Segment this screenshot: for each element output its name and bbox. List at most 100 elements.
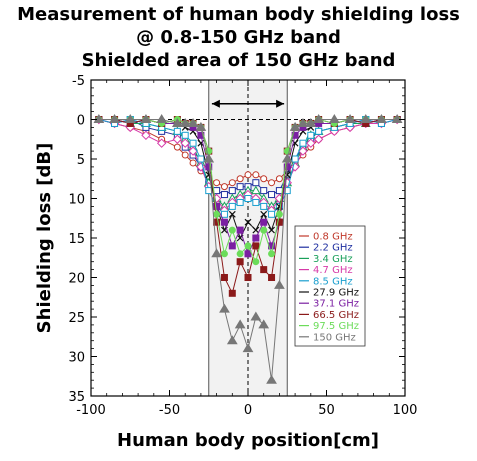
data-point-27-9-ghz [268,226,275,234]
data-point-37-1-ghz [228,242,236,250]
data-point-4-7-ghz [172,134,183,144]
data-point-8-5-ghz [189,139,197,147]
data-point-150-ghz [313,114,325,123]
y-tick-label: 30 [68,351,85,366]
data-point-8-5-ghz [268,210,276,218]
data-point-0-8-ghz [252,171,260,179]
data-point-8-5-ghz [315,127,323,135]
data-point-66-5-ghz [228,289,236,297]
data-point-150-ghz [266,374,277,384]
data-point-97-5-ghz [213,210,221,218]
data-point-0-8-ghz [228,179,236,187]
data-point-2-2-ghz [260,187,268,195]
y-tick-label: 5 [77,153,85,168]
data-point-0-8-ghz [244,171,252,179]
legend-entry: 27.9 GHz [313,288,359,299]
data-point-0-8-ghz [275,175,283,183]
data-point-4-7-ghz [306,138,316,148]
data-point-150-ghz [258,319,270,329]
data-point-97-5-ghz [260,226,268,234]
y-axis-title: Shielding loss [dB] [34,143,55,334]
data-point-3-4-ghz [250,185,261,195]
data-point-8-5-ghz [197,155,205,163]
data-point-150-ghz [140,114,152,123]
data-point-2-2-ghz [275,187,283,195]
data-point-66-5-ghz [275,218,283,226]
legend-entry: 150 GHz [313,332,356,343]
data-point-150-ghz [211,248,222,258]
legend-entry: 37.1 GHz [313,299,359,310]
data-point-8-5-ghz [228,202,236,210]
data-point-8-5-ghz [252,198,260,206]
data-point-27-9-ghz [244,218,252,226]
data-point-8-5-ghz [291,155,299,163]
data-point-27-9-ghz [228,210,236,218]
x-tick-label: 0 [244,403,252,418]
data-point-37-1-ghz [244,250,252,258]
y-tick-label: 10 [68,193,85,208]
legend-entry: 8.5 GHz [313,276,353,287]
data-point-150-ghz [195,121,207,131]
chart-title-line-2: @ 0.8-150 GHz band [136,27,341,48]
data-point-2-2-ghz [213,187,221,195]
data-point-8-5-ghz [220,210,228,218]
data-point-8-5-ghz [181,131,189,139]
shielded-width-arrowhead-left [211,99,220,108]
data-point-2-2-ghz [228,187,236,195]
data-point-8-5-ghz [299,139,307,147]
data-point-66-5-ghz [268,274,276,281]
data-point-0-8-ghz [268,179,276,187]
data-point-37-1-ghz [236,226,244,234]
data-point-37-1-ghz [252,234,260,242]
legend-entry: 97.5 GHz [313,321,359,332]
data-point-0-8-ghz [260,175,268,183]
chart-title-line-3: Shielded area of 150 GHz band [81,50,396,71]
data-point-4-7-ghz [188,146,198,156]
x-tick-label: 100 [393,403,418,418]
data-point-150-ghz [109,114,120,123]
data-point-2-2-ghz [220,191,228,199]
data-point-97-5-ghz [244,242,252,250]
chart-title-line-1: Measurement of human body shielding loss [17,4,460,25]
data-point-150-ghz [360,114,372,123]
legend-entry: 0.8 GHz [313,232,353,243]
y-tick-label: 0 [77,114,85,129]
data-point-150-ghz [305,117,317,127]
data-point-97-5-ghz [268,250,276,258]
data-point-66-5-ghz [244,274,252,281]
data-point-150-ghz [376,114,387,123]
y-tick-label: 15 [68,232,85,247]
data-point-150-ghz [156,114,168,123]
data-point-150-ghz [93,114,105,123]
data-point-0-8-ghz [220,183,228,191]
data-point-150-ghz [226,335,238,345]
data-point-150-ghz [344,114,356,123]
data-point-4-7-ghz [141,130,151,141]
data-point-150-ghz [250,311,262,321]
data-point-97-5-ghz [228,226,236,234]
legend-entry: 4.7 GHz [313,265,353,276]
data-point-27-9-ghz [260,210,268,218]
data-point-2-2-ghz [236,183,244,191]
data-point-150-ghz [391,114,403,123]
data-point-8-5-ghz [260,202,268,210]
data-point-4-7-ghz [313,134,324,144]
data-point-0-8-ghz [213,179,221,187]
data-point-8-5-ghz [307,131,315,139]
data-point-66-5-ghz [260,266,268,274]
data-point-66-5-ghz [236,258,244,266]
data-point-150-ghz [328,114,340,123]
data-point-66-5-ghz [252,242,260,250]
y-tick-label: 25 [68,311,85,326]
data-point-0-8-ghz [236,175,244,183]
data-point-4-7-ghz [156,138,167,148]
data-point-8-5-ghz [244,195,252,202]
data-point-0-8-ghz [173,143,181,151]
data-point-66-5-ghz [220,274,228,281]
data-point-97-5-ghz [220,250,228,258]
data-point-150-ghz [289,121,301,131]
data-point-97-5-ghz [236,250,244,258]
data-point-37-1-ghz [213,202,221,210]
data-point-150-ghz [124,114,136,123]
y-tick-label: -5 [72,74,85,89]
